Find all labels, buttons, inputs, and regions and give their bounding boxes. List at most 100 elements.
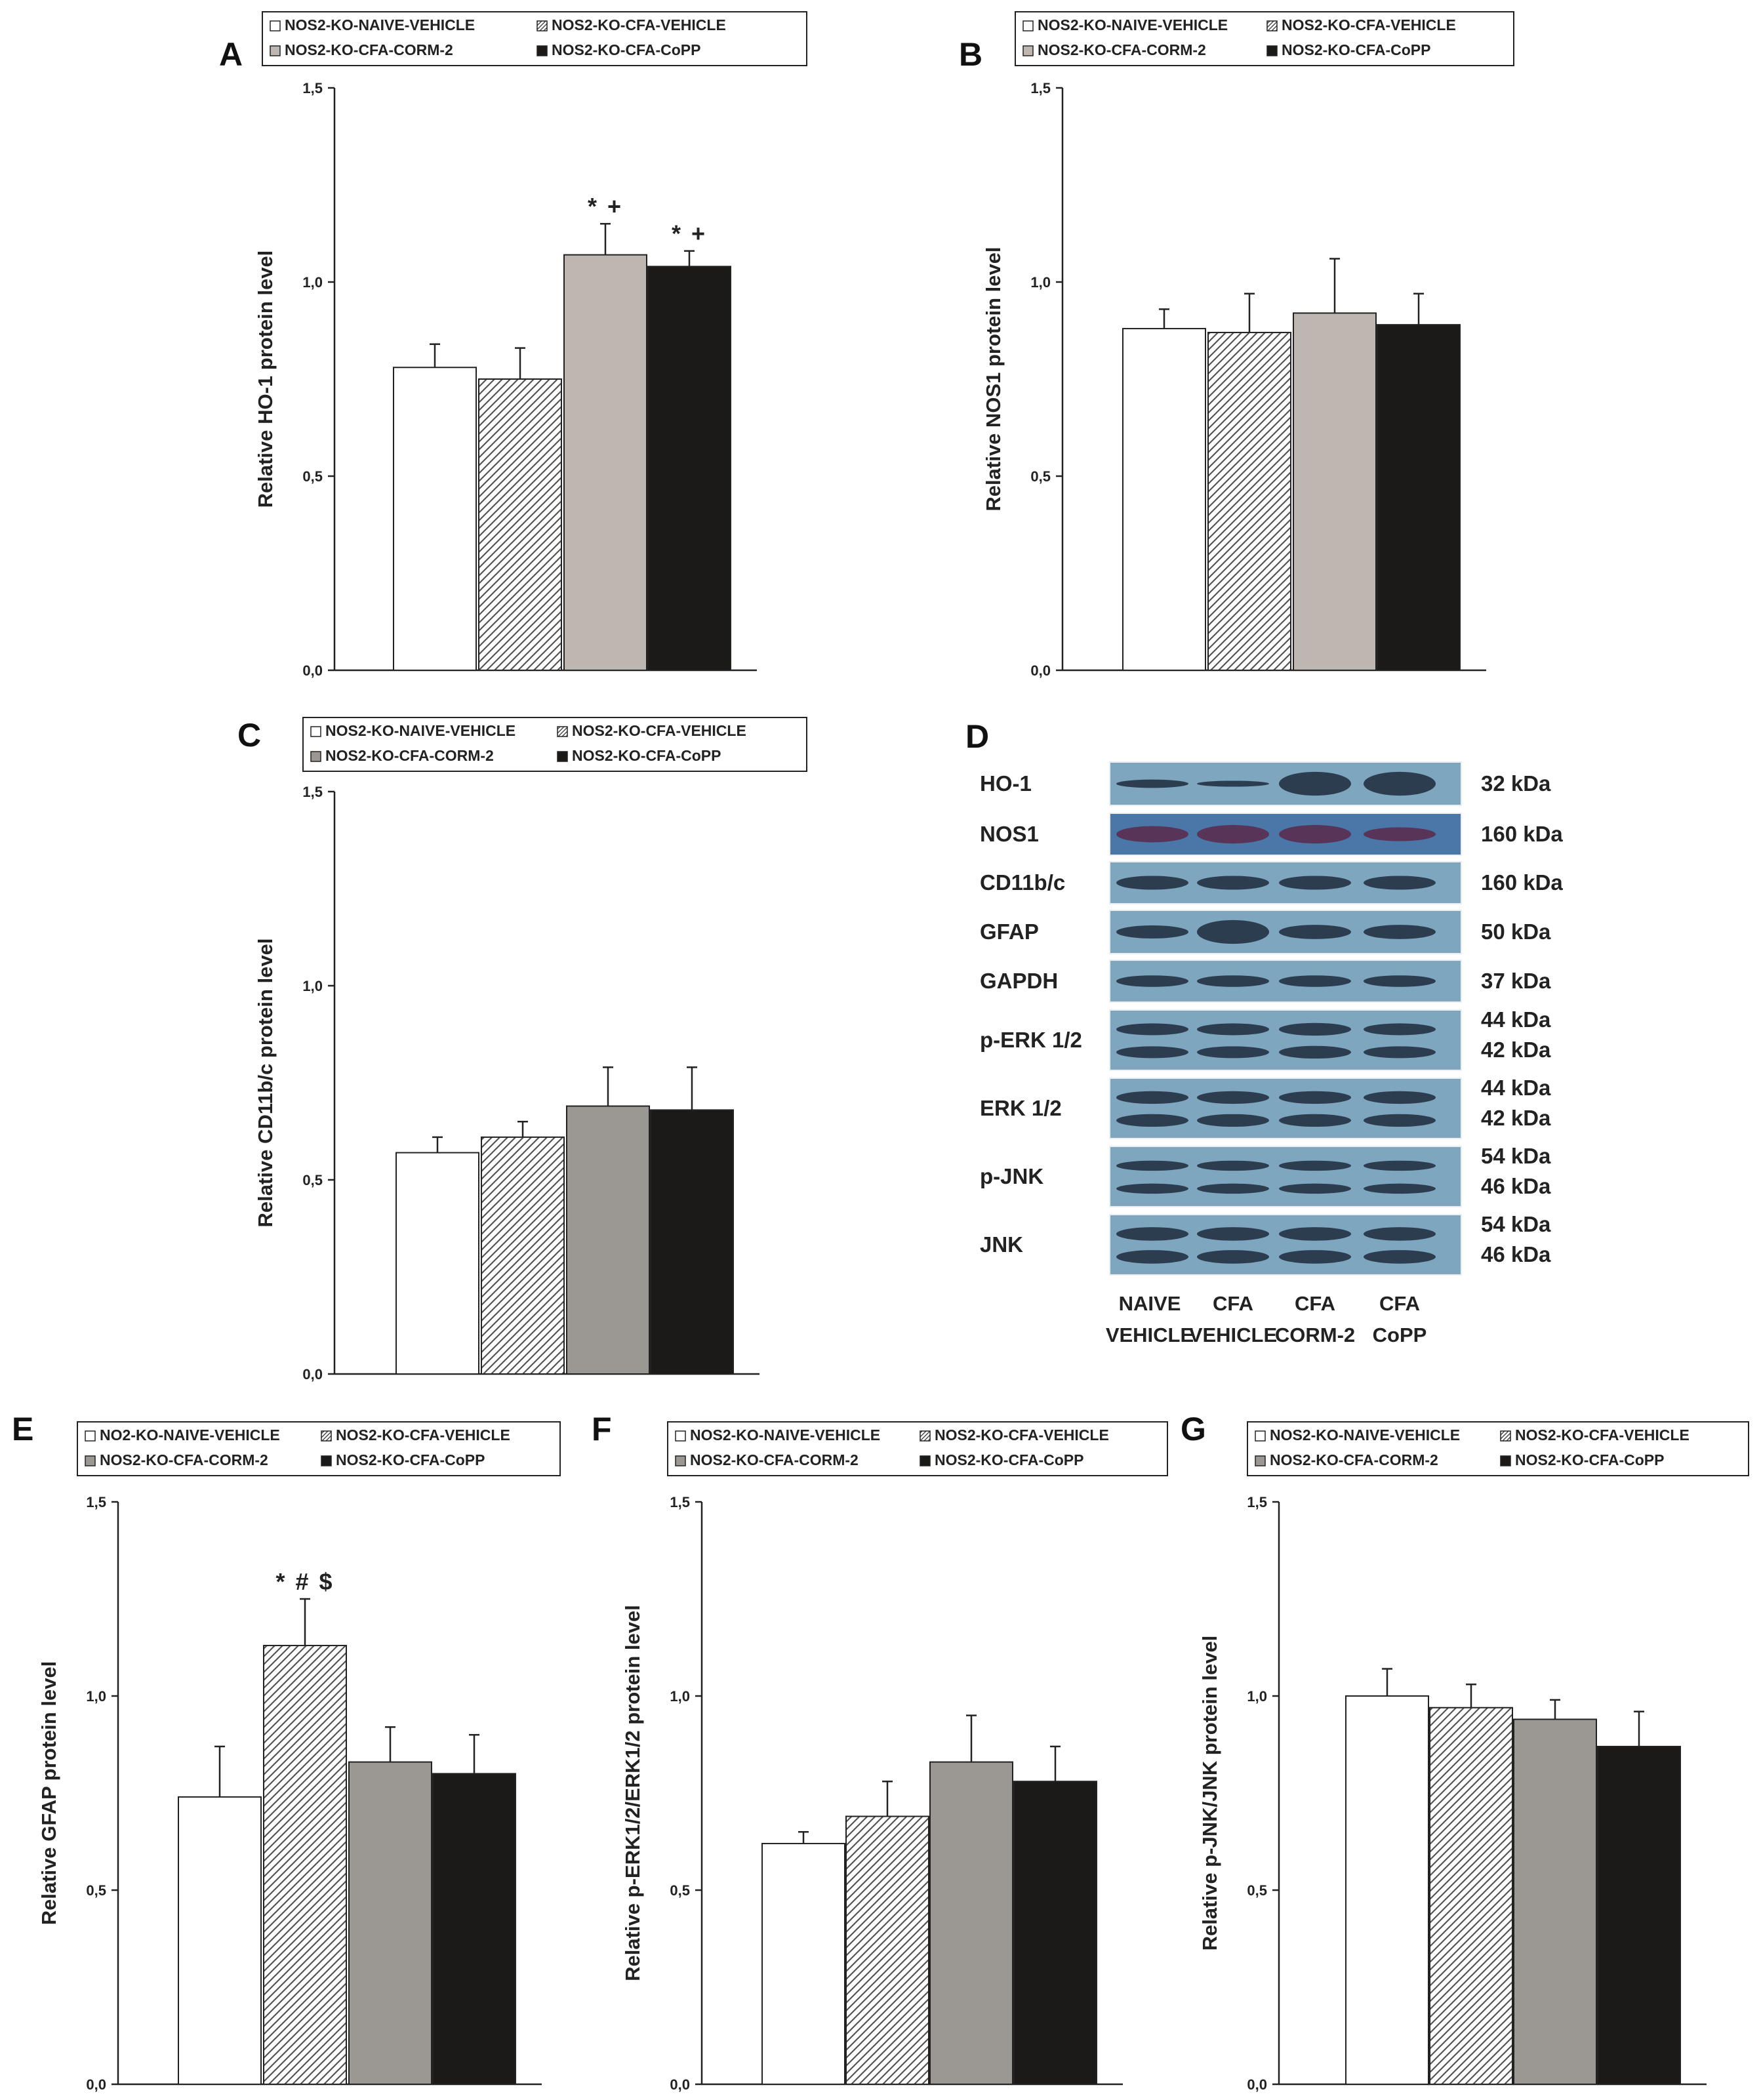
y-axis-label: Relative GFAP protein level (37, 1661, 60, 1926)
blot-band (1197, 975, 1269, 987)
lane-label-line2: CORM-2 (1275, 1323, 1355, 1346)
legend: NOS2-KO-NAIVE-VEHICLE NOS2-KO-CFA-VEHICLE… (667, 1421, 1168, 1476)
y-tick-label: 1,5 (670, 1494, 690, 1510)
legend-swatch (310, 751, 321, 762)
blot-band (1279, 1091, 1351, 1104)
panel-letter: A (219, 36, 243, 73)
blot-band (1116, 975, 1188, 987)
kda-label: 46 kDa (1481, 1174, 1551, 1198)
protein-label: ERK 1/2 (980, 1096, 1062, 1120)
y-axis-label: Relative NOS1 protein level (982, 247, 1005, 511)
lane-label-line1: CFA (1295, 1292, 1335, 1315)
kda-label: 32 kDa (1481, 771, 1551, 796)
y-tick-label: 0,0 (86, 2076, 106, 2093)
bar-2 (1429, 1706, 1513, 2085)
legend-swatch (1022, 20, 1034, 31)
bar-3 (348, 1761, 432, 2085)
blot-band (1197, 1160, 1269, 1171)
bar-1 (393, 367, 477, 671)
bar-4 (650, 1109, 734, 1375)
blot-band (1116, 876, 1188, 890)
blot-band (1197, 876, 1269, 890)
legend: NOS2-KO-NAIVE-VEHICLE NOS2-KO-CFA-VEHICLE… (262, 11, 807, 66)
y-tick-label: 1,5 (1247, 1494, 1267, 1510)
blot-strip-background (1109, 1146, 1462, 1207)
kda-label: 44 kDa (1481, 1076, 1551, 1100)
legend-label: NO2-KO-NAIVE-VEHICLE (100, 1426, 280, 1444)
blot-strip-4: GFAP 50 kDa (980, 910, 1551, 954)
blot-band (1364, 1114, 1436, 1127)
legend-label: NOS2-KO-CFA-CORM-2 (1270, 1451, 1438, 1468)
kda-label: 54 kDa (1481, 1212, 1551, 1236)
blot-band (1116, 826, 1188, 843)
panel-letter: C (237, 717, 261, 754)
blot-band (1364, 1250, 1436, 1264)
blot-strip-7: ERK 1/2 44 kDa 42 kDa (980, 1076, 1551, 1139)
legend-swatch (557, 751, 568, 762)
legend-swatch (270, 20, 281, 31)
bar-4 (647, 266, 731, 671)
y-tick-label: 0,5 (302, 468, 323, 485)
protein-label: JNK (980, 1232, 1023, 1257)
bar-1 (1122, 328, 1206, 672)
panel-letter: G (1181, 1411, 1206, 1447)
legend-swatch (270, 45, 281, 56)
blot-band (1197, 824, 1269, 844)
blot-band (1116, 1023, 1188, 1036)
blot-band (1279, 1250, 1351, 1264)
bar-1 (178, 1796, 262, 2085)
blot-band (1364, 925, 1436, 939)
lane-label-line2: VEHICLE (1106, 1323, 1194, 1346)
bar-4 (1597, 1745, 1681, 2085)
legend-swatch (920, 1430, 931, 1442)
blot-strip-8: p-JNK 54 kDa 46 kDa (980, 1144, 1551, 1207)
chart-panel-b: B NOS2-KO-NAIVE-VEHICLE NOS2-KO-CFA-VEHICL… (959, 11, 1514, 679)
blot-band (1116, 779, 1188, 788)
blot-band (1279, 1114, 1351, 1127)
bar-2 (481, 1136, 565, 1375)
chart-panel-c: C NOS2-KO-NAIVE-VEHICLE NOS2-KO-CFA-VEHICL… (237, 717, 807, 1383)
legend-frame (77, 1421, 561, 1476)
lane-label-line1: CFA (1213, 1292, 1253, 1315)
legend-frame (302, 717, 807, 772)
significance-annotation: * + (672, 220, 707, 247)
legend-label: NOS2-KO-NAIVE-VEHICLE (285, 16, 475, 33)
chart-panel-a: A NOS2-KO-NAIVE-VEHICLE NOS2-KO-CFA-VEHICL… (219, 11, 807, 679)
legend-label: NOS2-KO-NAIVE-VEHICLE (1270, 1426, 1460, 1444)
legend-label: NOS2-KO-CFA-VEHICLE (572, 722, 746, 739)
legend-swatch (321, 1455, 332, 1466)
legend-swatch (536, 20, 548, 31)
bar-2 (845, 1815, 929, 2086)
kda-label: 160 kDa (1481, 870, 1563, 895)
legend-swatch (85, 1430, 96, 1442)
blot-band (1279, 1227, 1351, 1241)
bar-3 (566, 1105, 650, 1375)
blot-band (1116, 1114, 1188, 1127)
legend-frame (1015, 11, 1514, 66)
legend-label: NOS2-KO-CFA-CoPP (336, 1451, 485, 1468)
kda-label: 46 kDa (1481, 1242, 1551, 1266)
blot-band (1279, 824, 1351, 844)
y-tick-label: 1,5 (86, 1494, 106, 1510)
kda-label: 160 kDa (1481, 822, 1563, 846)
y-axis-label: Relative HO-1 protein level (254, 251, 277, 508)
y-tick-label: 1,5 (302, 784, 323, 800)
y-tick-label: 1,5 (302, 80, 323, 96)
y-tick-label: 1,0 (302, 274, 323, 291)
legend-label: NOS2-KO-CFA-CORM-2 (1038, 41, 1206, 58)
legend-label: NOS2-KO-CFA-CORM-2 (100, 1451, 268, 1468)
y-tick-label: 0,0 (1030, 662, 1051, 679)
blot-band (1197, 1114, 1269, 1127)
blot-strip-background (1109, 1214, 1462, 1276)
bar-3 (1513, 1718, 1597, 2085)
protein-label: GAPDH (980, 969, 1058, 993)
bar-3 (929, 1761, 1013, 2085)
legend-label: NOS2-KO-CFA-VEHICLE (1282, 16, 1456, 33)
protein-label: GFAP (980, 919, 1039, 944)
blot-band (1279, 876, 1351, 890)
protein-label: p-JNK (980, 1164, 1043, 1188)
blot-band (1116, 1160, 1188, 1171)
y-tick-label: 0,5 (1247, 1882, 1267, 1899)
y-tick-label: 1,0 (1247, 1688, 1267, 1705)
